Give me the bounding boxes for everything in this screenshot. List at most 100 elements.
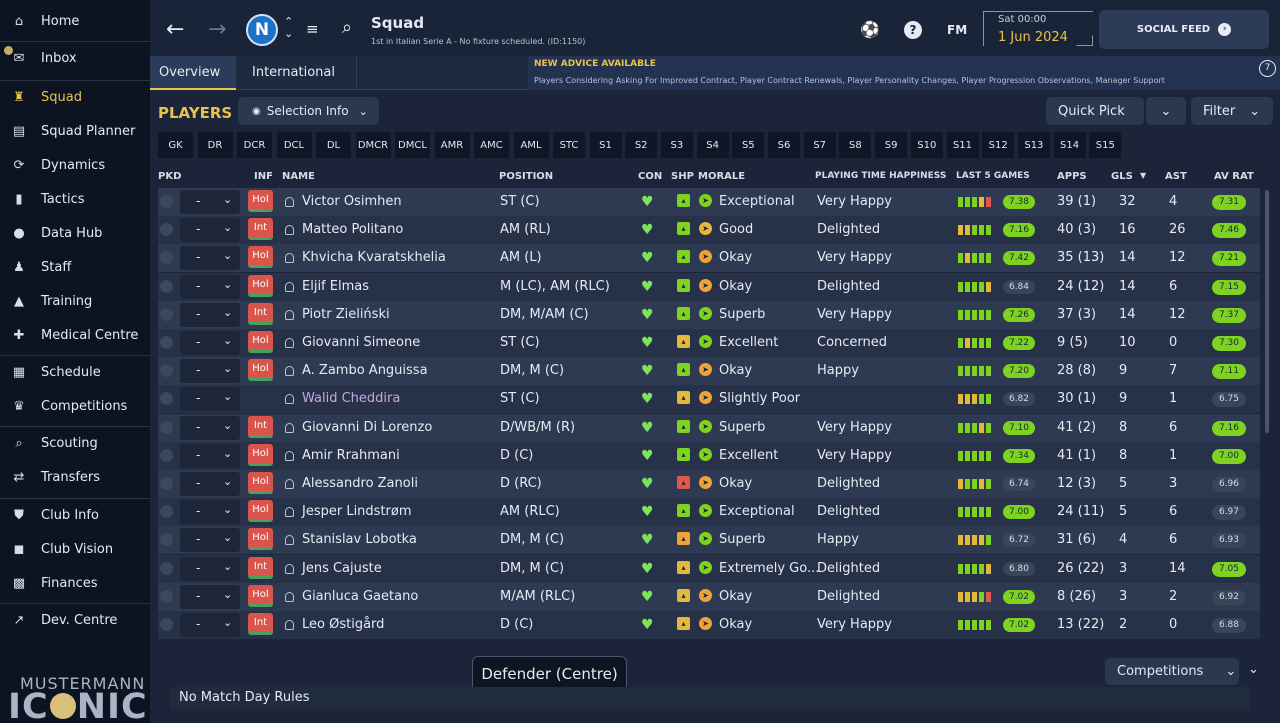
player-name[interactable]: Giovanni Simeone [302, 335, 421, 350]
status-badge[interactable]: Int [248, 556, 273, 579]
selection-dropdown[interactable]: - ⌄ [180, 584, 240, 609]
status-badge[interactable]: Hol [248, 443, 273, 466]
sidebar-item-home[interactable]: ⌂ Home [0, 4, 150, 38]
table-row[interactable]: - ⌄ Int Leo Østigård D (C) ♥ ▴ ➤ Okay Very Happy 7… [158, 611, 1260, 639]
col-apps[interactable]: APPS [1057, 171, 1087, 182]
player-name[interactable]: Khvicha Kvaratskhelia [302, 250, 446, 266]
match-day-rules[interactable]: No Match Day Rules [170, 687, 1250, 709]
status-badge[interactable]: Hol [248, 584, 273, 607]
pick-toggle[interactable] [160, 477, 173, 490]
sidebar-item-club-vision[interactable]: ◼ Club Vision [0, 532, 150, 566]
status-badge[interactable]: Int [248, 218, 273, 241]
selection-dropdown[interactable]: - ⌄ [180, 359, 240, 384]
table-row[interactable]: - ⌄ Int Jens Cajuste DM, M (C) ♥ ▴ ➤ Extremely G… [158, 554, 1260, 583]
position-tab-s3[interactable]: S3 [660, 132, 693, 158]
fm-logo[interactable]: FM [947, 23, 968, 37]
position-tab-s4[interactable]: S4 [696, 132, 729, 158]
status-badge[interactable]: Hol [248, 274, 273, 297]
selection-dropdown[interactable]: - ⌄ [180, 190, 240, 214]
pick-toggle[interactable] [160, 195, 173, 208]
selection-dropdown[interactable]: - ⌄ [180, 613, 240, 637]
sidebar-item-data-hub[interactable]: ● Data Hub [0, 216, 150, 250]
pick-toggle[interactable] [160, 336, 173, 349]
position-tab-dr[interactable]: DR [197, 132, 233, 158]
selection-dropdown[interactable]: - ⌄ [180, 218, 240, 243]
col-ast[interactable]: AST [1165, 171, 1187, 182]
club-switch-icon[interactable]: ⌃ ⌄ [284, 15, 294, 40]
position-tab-gk[interactable]: GK [158, 132, 193, 158]
ball-icon[interactable]: ⚽ [860, 20, 880, 39]
player-name[interactable]: Alessandro Zanoli [302, 476, 418, 491]
pick-toggle[interactable] [160, 561, 173, 575]
status-badge[interactable]: Hol [248, 190, 273, 212]
sidebar-item-club-info[interactable]: ⛊ Club Info [0, 498, 150, 532]
pick-toggle[interactable] [160, 392, 173, 406]
pick-toggle[interactable] [160, 420, 173, 434]
table-row[interactable]: - ⌄ Hol Giovanni Simeone ST (C) ♥ ▴ ➤ Excellent C… [158, 329, 1260, 357]
table-row[interactable]: - ⌄ Hol Victor Osimhen ST (C) ♥ ▴ ➤ Exceptional V… [158, 188, 1260, 216]
table-row[interactable]: - ⌄ Hol Gianluca Gaetano M/AM (RLC) ♥ ▴ ➤ Okay De… [158, 582, 1260, 611]
sidebar-item-inbox[interactable]: ✉ Inbox [0, 41, 150, 75]
status-badge[interactable]: Hol [248, 500, 273, 523]
player-name[interactable]: Stanislav Lobotka [302, 532, 417, 548]
position-tab-dl[interactable]: DL [316, 132, 351, 158]
table-row[interactable]: - ⌄ Hol Jesper Lindstrøm AM (RLC) ♥ ▴ ➤ Exceptio… [158, 498, 1260, 527]
status-badge[interactable]: Hol [248, 359, 273, 382]
search-icon[interactable]: ⌕ [342, 17, 353, 38]
position-tab-s12[interactable]: S12 [982, 132, 1015, 158]
sidebar-item-finances[interactable]: ▩ Finances [0, 566, 150, 600]
table-row[interactable]: - ⌄ Int Giovanni Di Lorenzo D/WB/M (R) ♥ ▴ ➤ Sup… [158, 413, 1260, 442]
status-badge[interactable]: Hol [248, 331, 273, 353]
position-tab-s6[interactable]: S6 [768, 132, 800, 158]
status-badge[interactable]: Hol [248, 528, 273, 551]
competitions-dropdown[interactable]: Competitions ⌄ [1105, 658, 1239, 685]
col-name[interactable]: NAME [282, 171, 315, 182]
player-name[interactable]: Giovanni Di Lorenzo [302, 419, 433, 435]
back-arrow-icon[interactable]: ← [166, 17, 185, 42]
status-badge[interactable]: Hol [248, 246, 273, 269]
position-tab-dmcl[interactable]: DMCL [395, 132, 430, 158]
position-tab-s13[interactable]: S13 [1017, 132, 1050, 158]
pick-toggle[interactable] [160, 505, 173, 519]
help-icon[interactable]: ? [904, 21, 922, 39]
col-con[interactable]: CON [638, 171, 663, 182]
selection-dropdown[interactable]: - ⌄ [180, 246, 240, 271]
sidebar-item-dev-centre[interactable]: ↗ Dev. Centre [0, 603, 150, 637]
selection-dropdown[interactable]: - ⌄ [180, 302, 240, 327]
position-tab-dcr[interactable]: DCR [237, 132, 272, 158]
sidebar-item-squad-planner[interactable]: ▤ Squad Planner [0, 114, 150, 148]
position-tab-stc[interactable]: STC [553, 132, 585, 158]
sidebar-item-medical-centre[interactable]: ✚ Medical Centre [0, 318, 150, 352]
selection-dropdown[interactable]: - ⌄ [180, 443, 240, 468]
table-row[interactable]: - ⌄ Int Piotr Zieliński DM, M/AM (C) ♥ ▴ ➤ Super… [158, 300, 1260, 329]
player-name[interactable]: Leo Østigård [302, 617, 385, 632]
pick-toggle[interactable] [160, 279, 173, 293]
sidebar-item-competitions[interactable]: ♛ Competitions [0, 389, 150, 423]
selection-info-button[interactable]: ◉ Selection Info ⌄ [238, 97, 379, 125]
position-tab-s11[interactable]: S11 [946, 132, 979, 158]
pick-toggle[interactable] [160, 589, 173, 603]
position-tab-amr[interactable]: AMR [434, 132, 470, 158]
player-name[interactable]: Victor Osimhen [302, 194, 402, 209]
pick-toggle[interactable] [160, 223, 173, 237]
position-tab-s2[interactable]: S2 [625, 132, 658, 158]
player-name[interactable]: Amir Rrahmani [302, 447, 400, 463]
table-row[interactable]: - ⌄ Int Matteo Politano AM (RL) ♥ ▴ ➤ Good Deligh… [158, 216, 1260, 245]
player-name[interactable]: Eljif Elmas [302, 278, 369, 294]
pick-toggle[interactable] [160, 533, 173, 547]
col-playing-time[interactable]: PLAYING TIME HAPPINESS [815, 171, 947, 181]
position-tab-s9[interactable]: S9 [875, 132, 908, 158]
table-row[interactable]: - ⌄ Hol Alessandro Zanoli D (RC) ♥ ▴ ➤ Okay Delig… [158, 470, 1260, 498]
status-badge[interactable]: Int [248, 415, 273, 438]
col-pkd[interactable]: PKD [158, 171, 182, 182]
sidebar-item-schedule[interactable]: ▦ Schedule [0, 355, 150, 389]
social-feed-button[interactable]: SOCIAL FEED › [1099, 10, 1269, 49]
table-row[interactable]: - ⌄ Hol A. Zambo Anguissa DM, M (C) ♥ ▴ ➤ Okay Ha… [158, 357, 1260, 386]
advice-banner[interactable]: NEW ADVICE AVAILABLE Players Considering… [528, 56, 1280, 90]
player-name[interactable]: Jens Cajuste [302, 560, 382, 576]
forward-arrow-icon[interactable]: → [208, 17, 227, 42]
selection-dropdown[interactable]: - ⌄ [180, 556, 240, 581]
expand-chevron-icon[interactable]: ⌄ [1248, 662, 1259, 677]
table-row[interactable]: - ⌄ Hol Stanislav Lobotka DM, M (C) ♥ ▴ ➤ Superb… [158, 526, 1260, 555]
status-badge[interactable]: Hol [248, 472, 273, 494]
